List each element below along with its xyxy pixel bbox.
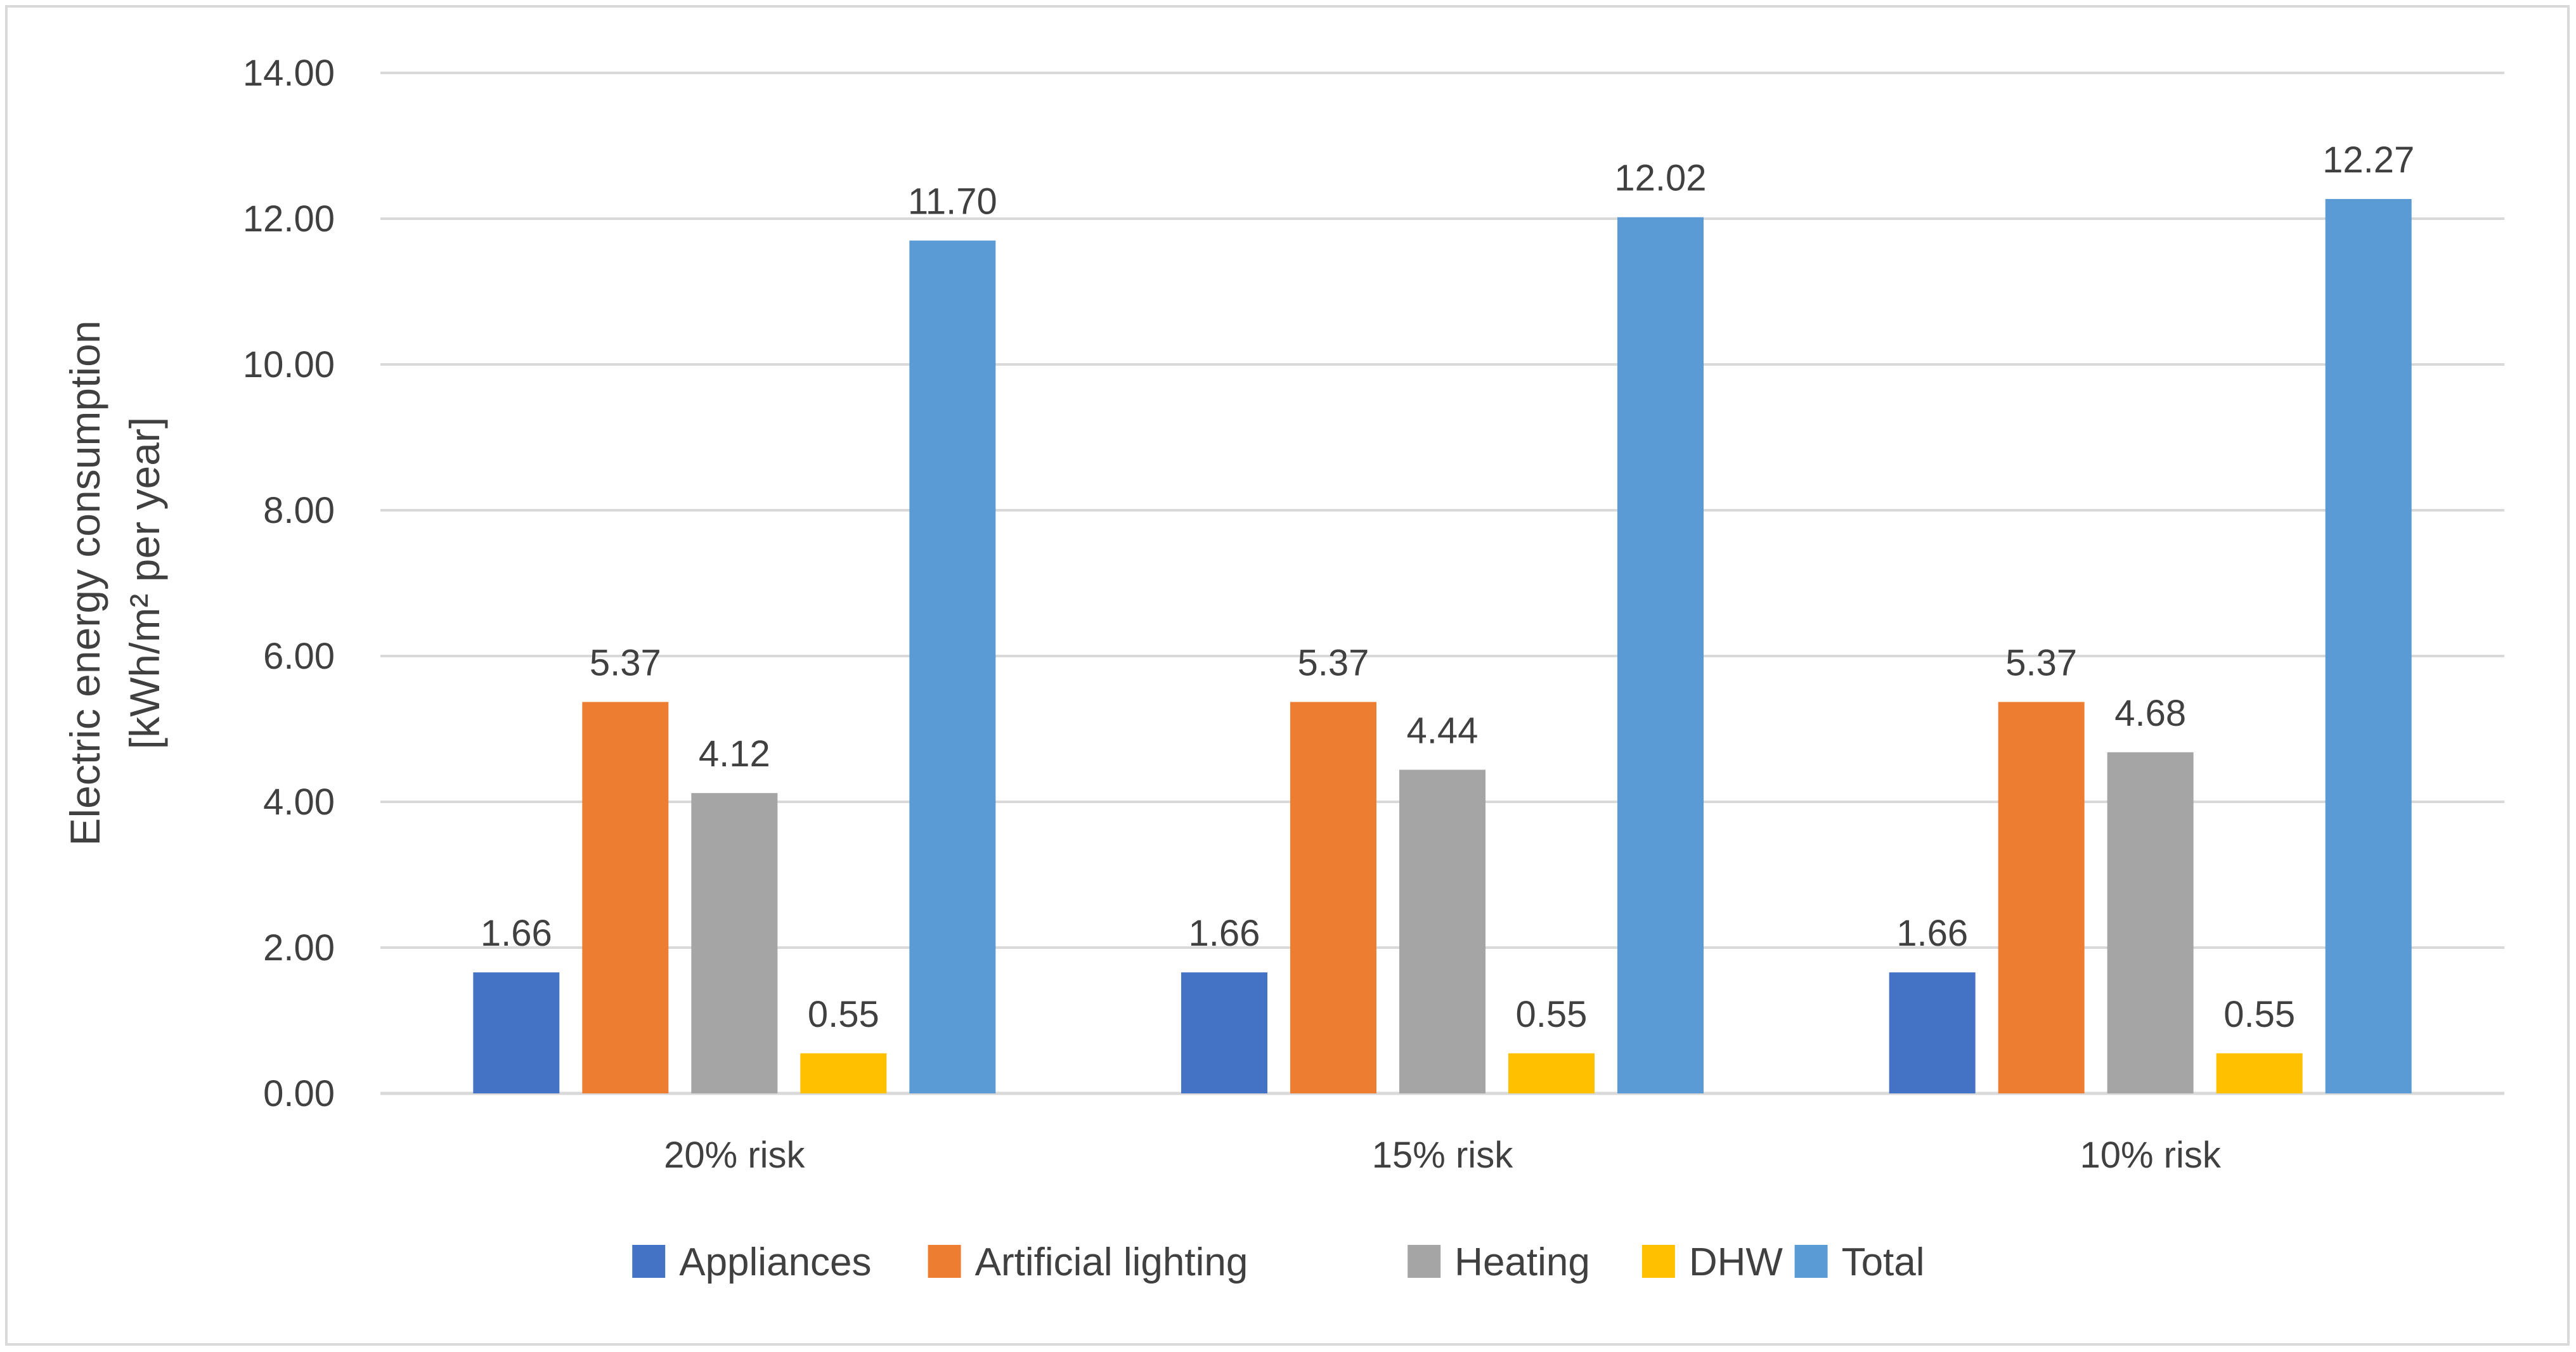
bar-appliances [1181,972,1267,1093]
legend-swatch-total [1794,1245,1828,1278]
legend-label: DHW [1689,1240,1783,1284]
y-axis-title-line2: [kWh/m² per year] [121,417,168,749]
y-tick-label: 14.00 [243,53,335,94]
legend-swatch-heating [1408,1245,1441,1278]
y-tick-label: 4.00 [263,782,335,823]
x-category-label: 15% risk [1372,1135,1513,1176]
chart-frame [5,5,2570,1346]
data-label: 1.66 [481,913,552,954]
bar-artificial-lighting [582,702,669,1093]
y-tick-label: 0.00 [263,1073,335,1114]
bar-dhw [2216,1053,2303,1093]
bar-dhw [800,1053,887,1093]
bar-total [909,240,996,1093]
data-label: 12.27 [2322,139,2414,181]
data-label: 4.12 [699,733,770,775]
bar-heating [1399,769,1485,1093]
legend-label: Total [1842,1240,1925,1284]
legend-swatch-dhw [1641,1245,1675,1278]
x-category-label: 10% risk [2080,1135,2221,1176]
y-tick-label: 12.00 [243,198,335,240]
bar-total [2325,198,2412,1094]
bar-appliances [1889,972,1976,1093]
data-label: 5.37 [1298,642,1369,683]
bar-heating [691,793,778,1093]
bar-heating [2107,752,2194,1093]
data-label: 11.70 [908,181,997,222]
x-axis-categories: 20% risk 15% risk 10% risk [664,1135,2222,1176]
y-axis-title: Electric energy consumption [kWh/m² per … [61,320,168,846]
data-label: 5.37 [2005,642,2077,683]
data-label: 4.68 [2114,693,2186,734]
legend-swatch-appliances [632,1245,666,1278]
bar-total [1617,217,1704,1094]
bar-appliances [473,972,560,1093]
y-tick-label: 6.00 [263,636,335,677]
bar-artificial-lighting [1290,702,1376,1093]
y-axis-ticks: 0.00 2.00 4.00 6.00 8.00 10.00 12.00 14.00 [243,53,335,1114]
legend-swatch-artificial-lighting [928,1245,961,1278]
data-label: 0.55 [2223,994,2295,1035]
data-label: 1.66 [1189,913,1260,954]
legend-label: Artificial lighting [975,1240,1248,1284]
legend: Appliances Artificial lighting Heating DHW T… [632,1240,1925,1284]
x-category-label: 20% risk [664,1135,805,1176]
data-label: 4.44 [1407,710,1479,751]
y-tick-label: 8.00 [263,490,335,531]
data-label: 0.55 [1516,994,1588,1035]
bar-artificial-lighting [1998,702,2085,1093]
bars [473,198,2412,1094]
legend-label: Appliances [679,1240,871,1284]
data-label: 1.66 [1896,913,1968,954]
data-label: 5.37 [590,642,661,683]
bar-dhw [1508,1053,1595,1093]
y-tick-label: 10.00 [243,344,335,385]
legend-label: Heating [1454,1240,1590,1284]
y-axis-title-line1: Electric energy consumption [61,320,108,846]
y-tick-label: 2.00 [263,927,335,969]
data-label: 12.02 [1614,158,1706,199]
data-label: 0.55 [808,994,879,1035]
data-labels: 1.66 5.37 4.12 0.55 11.70 1.66 5.37 4.44 0.55 12.… [481,139,2414,1035]
